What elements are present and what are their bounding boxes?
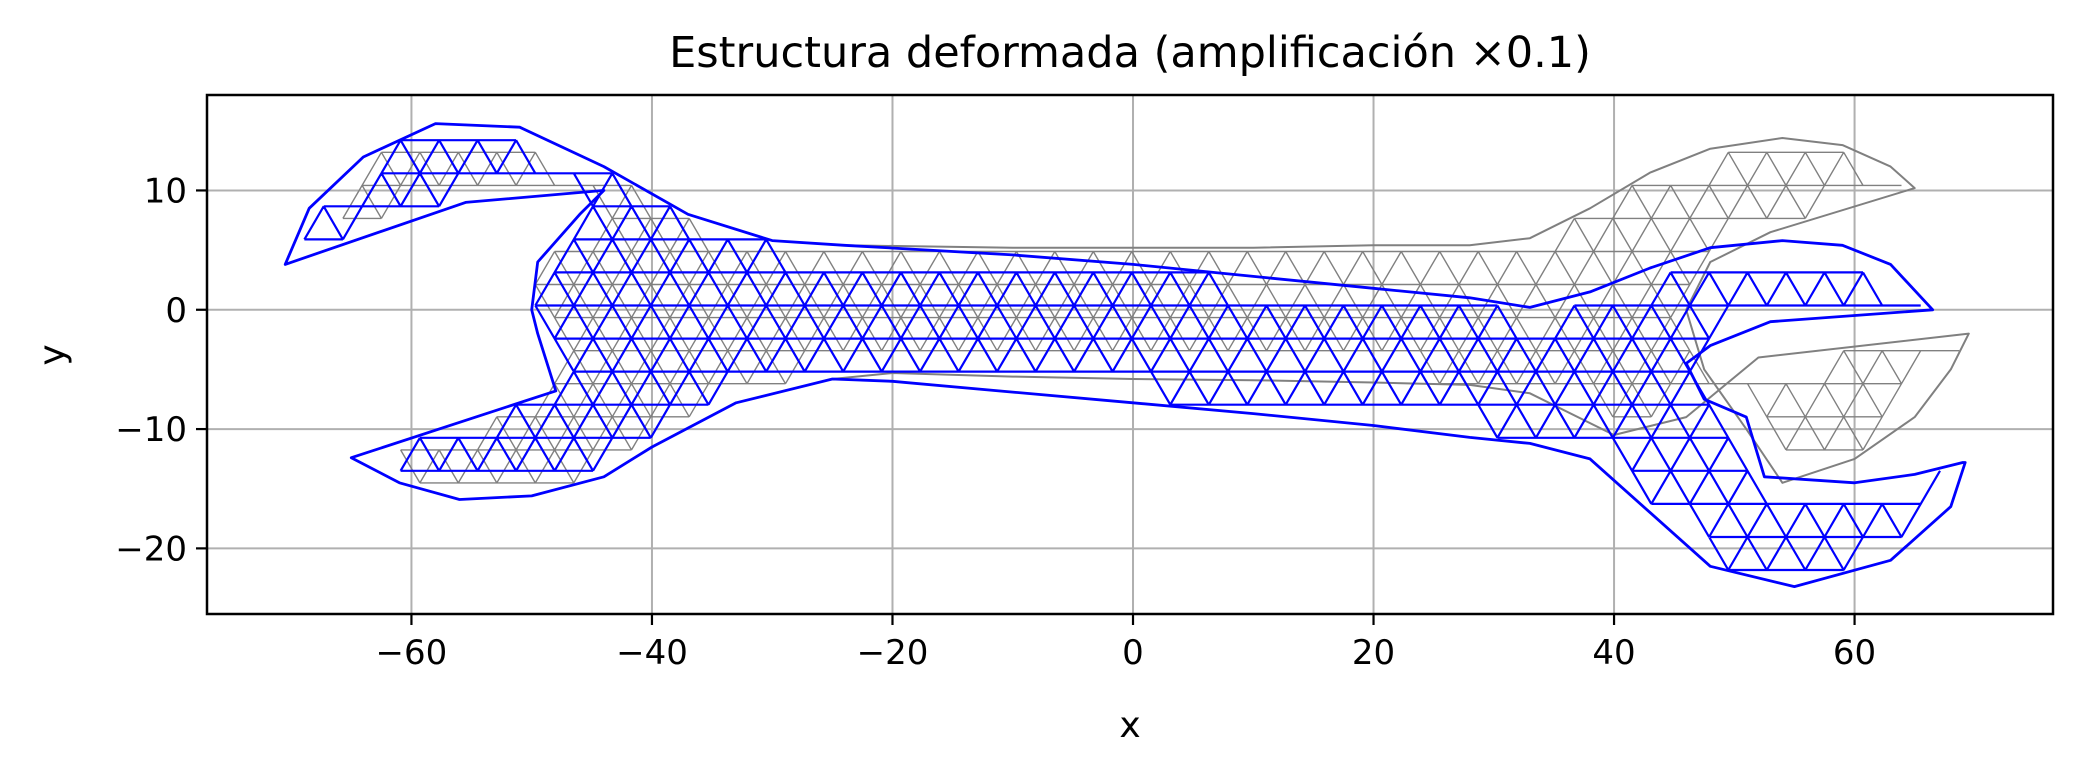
x-tick-label: 40 [1592, 633, 1635, 673]
plot-frame [205, 93, 2055, 616]
y-tick-label: −20 [115, 529, 187, 569]
deformed-mesh [283, 122, 1967, 588]
x-tick-label: −40 [616, 633, 688, 673]
chart-title: Estructura deformada (amplificación ×0.1… [669, 28, 1591, 78]
x-tick-label: 20 [1352, 633, 1395, 673]
x-axis-label: x [1119, 705, 1140, 746]
deformed-mesh-lines [303, 139, 1941, 572]
y-tick-label: −10 [115, 410, 187, 450]
y-tick-label: 10 [144, 171, 187, 211]
y-axis-label: y [32, 344, 73, 365]
y-tick-label: 0 [165, 291, 187, 331]
mesh-layer [283, 122, 1970, 588]
x-tick-label: 0 [1122, 633, 1144, 673]
axis-ticks: −60 −40 −20 0 20 40 60 −20 −10 0 10 [115, 171, 1876, 673]
x-tick-label: −60 [376, 633, 448, 673]
undeformed-mesh-lines [342, 151, 1960, 484]
x-tick-label: −20 [857, 633, 929, 673]
x-tick-label: 60 [1833, 633, 1876, 673]
deformed-outline [283, 122, 1967, 588]
